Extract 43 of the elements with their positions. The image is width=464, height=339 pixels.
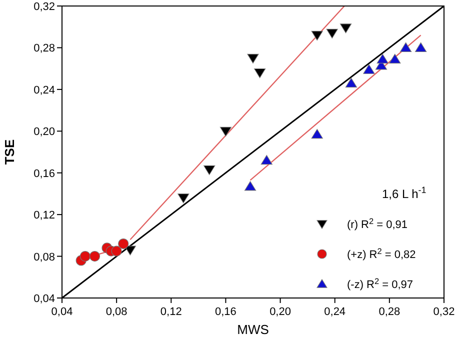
x-axis-title: MWS: [237, 322, 270, 337]
legend-label: (+z) R$^{2}$ = 0,82: [347, 246, 416, 261]
point: [80, 250, 90, 262]
x-tick-label: 0,16: [215, 306, 236, 318]
point: [400, 42, 412, 52]
point: [89, 250, 100, 262]
y-tick-label: 0,32: [34, 1, 55, 13]
point: [260, 155, 272, 165]
point: [118, 238, 129, 250]
point: [244, 181, 256, 191]
point: [311, 30, 323, 40]
x-tick-label: 0,32: [433, 306, 455, 318]
x-tick-label: 0,12: [160, 306, 182, 318]
point: [220, 126, 232, 136]
x-tick-label: 0,08: [106, 306, 128, 318]
point: [376, 54, 388, 64]
point: [254, 68, 266, 78]
point: [326, 28, 338, 38]
legend-label: (r) R$^{2}$ = 0,91: [347, 216, 408, 231]
y-tick-label: 0,08: [34, 251, 55, 264]
x-tick-label: 0,28: [378, 306, 400, 318]
y-tick-label: 0,16: [34, 168, 55, 180]
y-tick-label: 0,28: [34, 42, 55, 55]
x-tick-label: 0,24: [324, 306, 346, 318]
point: [345, 78, 358, 88]
x-tick-label: 0,04: [51, 306, 73, 318]
point: [340, 24, 352, 34]
point: [415, 42, 427, 52]
y-tick-label: 0,24: [34, 84, 55, 96]
point: [389, 54, 401, 64]
point: [111, 246, 122, 256]
legend-title: 1,6 L h$^{-1}$: [382, 185, 426, 201]
y-tick-label: 0,20: [34, 126, 55, 138]
point: [247, 54, 259, 64]
y-tick-label: 0,04: [34, 293, 55, 305]
legend-label: (-z) R$^{2}$ = 0,97: [347, 276, 414, 291]
y-tick-label: 0,12: [34, 210, 55, 222]
y-axis-title: TSE: [2, 139, 17, 165]
point: [204, 165, 216, 176]
x-tick-label: 0,20: [270, 306, 291, 318]
point: [178, 194, 190, 204]
point: [363, 64, 375, 74]
point: [311, 128, 323, 139]
